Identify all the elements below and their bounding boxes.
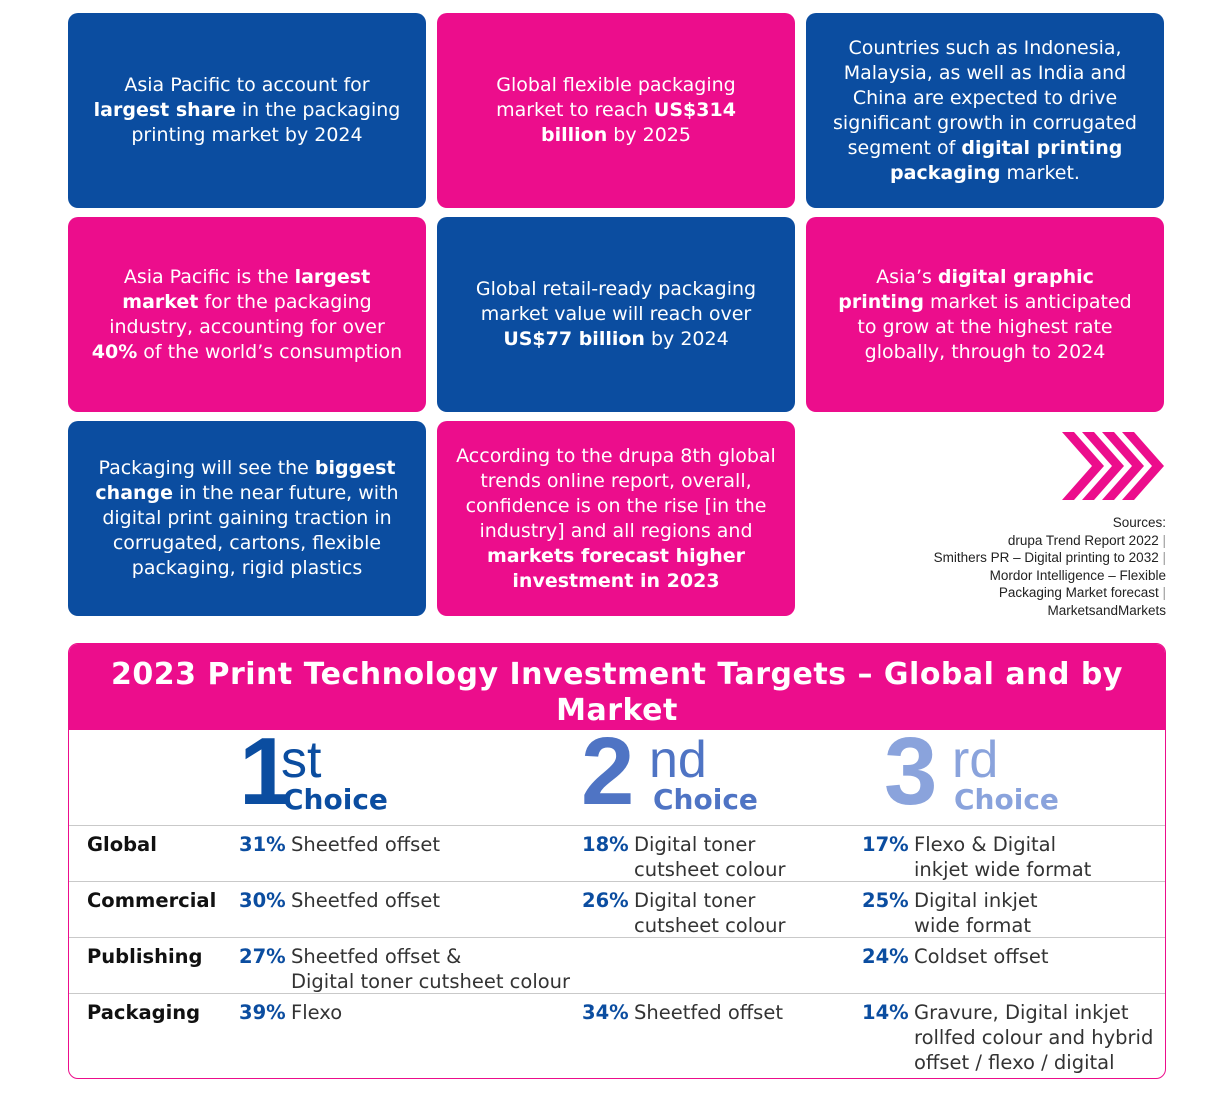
row-label: Packaging	[87, 1001, 201, 1024]
cell-text: Digital toner	[634, 889, 756, 912]
cell-text: Gravure, Digital inkjet	[914, 1001, 1129, 1024]
stat-tile-drupa-confidence: According to the drupa 8th global trends…	[437, 421, 795, 616]
cell-text: Digital inkjet	[914, 889, 1038, 912]
source-line: Mordor Intelligence – Flexible	[989, 567, 1166, 583]
stat-tile-retail-ready: Global retail-ready packaging market val…	[437, 217, 795, 412]
source-line: MarketsandMarkets	[1047, 602, 1166, 618]
choice-number: 2	[581, 718, 635, 825]
cell-text: Sheetfed offset	[291, 833, 440, 856]
stat-tile-biggest-change: Packaging will see the biggest change in…	[68, 421, 426, 616]
cell-text: offset / flexo / digital	[914, 1051, 1115, 1074]
source-line: Packaging Market forecast	[998, 585, 1159, 601]
cell-percent: 27%	[239, 945, 286, 968]
cell-text: rollfed colour and hybrid	[914, 1026, 1154, 1049]
chevrons-icon	[1062, 432, 1164, 500]
choice-label: Choice	[653, 783, 758, 816]
panel-title: 2023 Print Technology Investment Targets…	[111, 657, 1123, 728]
cell-text: Flexo & Digital	[914, 833, 1057, 856]
cell-text: Sheetfed offset	[291, 889, 440, 912]
choice-label: Choice	[954, 783, 1059, 816]
cell-text: Digital toner	[634, 833, 756, 856]
stat-tile-flexible-packaging: Global flexible packaging market to reac…	[437, 13, 795, 208]
cell-percent: 30%	[239, 889, 286, 912]
choice-label: Choice	[283, 783, 388, 816]
sources-heading: Sources:	[1112, 515, 1166, 530]
row-label: Global	[87, 833, 157, 856]
row-label: Publishing	[87, 945, 203, 968]
stat-tile-asia-largest-share: Asia Pacific to account for largest shar…	[68, 13, 426, 208]
table-row-publishing: Publishing 27% Sheetfed offset & Digital …	[69, 937, 1165, 994]
choice-suffix: st	[281, 731, 322, 789]
source-line: drupa Trend Report 2022	[1007, 532, 1159, 548]
sources-block: Sources: drupa Trend Report 2022 | Smith…	[846, 514, 1166, 620]
cell-percent: 34%	[582, 1001, 629, 1024]
cell-text: cutsheet colour	[634, 858, 786, 881]
table-row-global: Global 31% Sheetfed offset 18% Digital t…	[69, 825, 1165, 882]
cell-percent: 18%	[582, 833, 629, 856]
table-row-packaging: Packaging 39% Flexo 34% Sheetfed offset …	[69, 993, 1165, 1078]
cell-text: Sheetfed offset &	[291, 945, 462, 968]
choice-number: 1	[239, 718, 293, 825]
source-line: Smithers PR – Digital printing to 2032	[933, 550, 1159, 566]
cell-text: Sheetfed offset	[634, 1001, 783, 1024]
cell-text: inkjet wide format	[914, 858, 1092, 881]
cell-text: Coldset offset	[914, 945, 1049, 968]
choice-suffix: nd	[649, 731, 707, 789]
panel-subtitle: (according to the 8th drupa Global Trend…	[329, 729, 905, 750]
cell-text: cutsheet colour	[634, 914, 786, 937]
cell-text: Digital toner cutsheet colour	[291, 970, 571, 993]
cell-percent: 26%	[582, 889, 629, 912]
cell-text: Flexo	[291, 1001, 343, 1024]
cell-percent: 39%	[239, 1001, 286, 1024]
stat-tile-asia-largest-market: Asia Pacific is the largest market for t…	[68, 217, 426, 412]
stat-tile-digital-graphic: Asia’s digital graphic printing market i…	[806, 217, 1164, 412]
cell-percent: 17%	[862, 833, 909, 856]
cell-percent: 14%	[862, 1001, 909, 1024]
cell-percent: 25%	[862, 889, 909, 912]
investment-targets-panel: 2023 Print Technology Investment Targets…	[68, 643, 1166, 1079]
cell-percent: 31%	[239, 833, 286, 856]
cell-percent: 24%	[862, 945, 909, 968]
table-row-commercial: Commercial 30% Sheetfed offset 26% Digit…	[69, 881, 1165, 938]
choice-suffix: rd	[952, 731, 999, 789]
choice-number: 3	[884, 718, 938, 825]
panel-header: 2023 Print Technology Investment Targets…	[69, 644, 1165, 750]
cell-text: wide format	[914, 914, 1031, 937]
row-label: Commercial	[87, 889, 217, 912]
stat-tile-corrugated-growth: Countries such as Indonesia, Malaysia, a…	[806, 13, 1164, 208]
